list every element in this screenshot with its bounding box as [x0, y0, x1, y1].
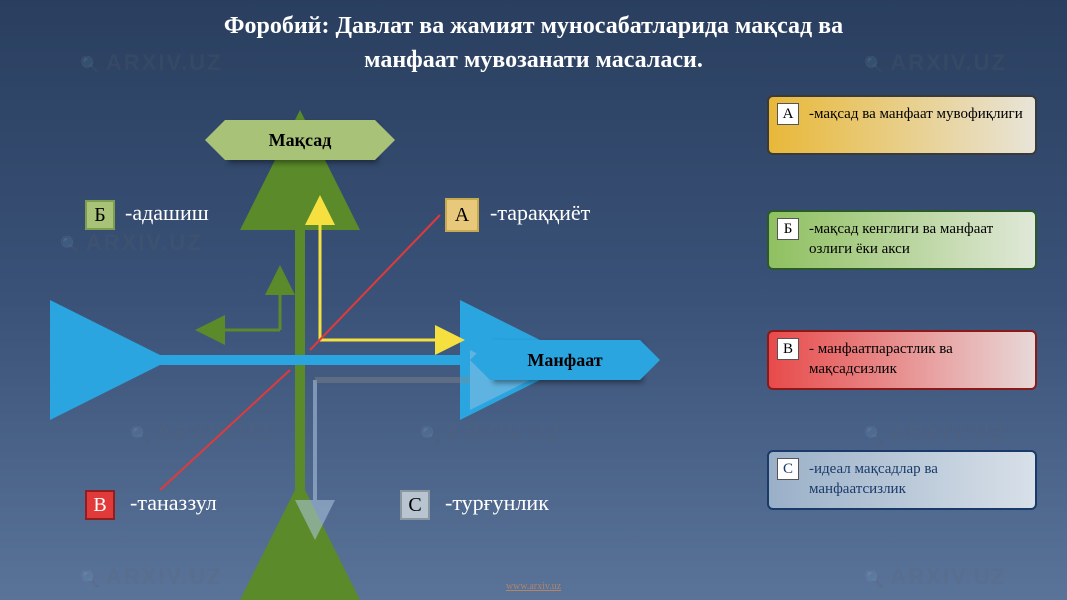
axis-label-vertical: Мақсад — [225, 120, 375, 160]
marker-v-label: -таназзул — [130, 490, 217, 516]
watermark: ARXIV.UZ — [864, 420, 1007, 446]
legend-v-text: - манфаатпарастлик ва мақсадсизлик — [809, 340, 1027, 379]
legend-a: А -мақсад ва манфаат мувофиқлиги — [767, 95, 1037, 155]
marker-b: Б — [85, 200, 115, 230]
marker-a: А — [445, 198, 479, 232]
legend-b-text: -мақсад кенглиги ва манфаат озлиги ёки а… — [809, 220, 1027, 259]
legend-a-marker: А — [777, 103, 799, 125]
legend-c-marker: С — [777, 458, 799, 480]
footer-link[interactable]: www.arxiv.uz — [506, 581, 561, 592]
legend-c: С -идеал мақсадлар ва манфаатсизлик — [767, 450, 1037, 510]
marker-a-label: -тараққиёт — [490, 200, 590, 226]
axis-top-label: Мақсад — [269, 130, 332, 151]
legend-c-text: -идеал мақсадлар ва манфаатсизлик — [809, 460, 1027, 499]
marker-a-letter: А — [455, 204, 469, 227]
legend-b-marker: Б — [777, 218, 799, 240]
legend-v-marker: В — [777, 338, 799, 360]
marker-b-label: -адашиш — [125, 200, 209, 226]
marker-v: В — [85, 490, 115, 520]
marker-b-letter: Б — [94, 204, 105, 227]
legend-a-text: -мақсад ва манфаат мувофиқлиги — [809, 105, 1023, 125]
legend-v: В - манфаатпарастлик ва мақсадсизлик — [767, 330, 1037, 390]
marker-c: С — [400, 490, 430, 520]
legend-b: Б -мақсад кенглиги ва манфаат озлиги ёки… — [767, 210, 1037, 270]
marker-v-letter: В — [93, 494, 106, 517]
axis-label-horizontal: Манфаат — [490, 340, 640, 380]
axis-right-label: Манфаат — [527, 350, 602, 371]
marker-c-label: -турғунлик — [445, 490, 549, 516]
marker-c-letter: С — [408, 494, 421, 517]
watermark: ARXIV.UZ — [864, 564, 1007, 590]
